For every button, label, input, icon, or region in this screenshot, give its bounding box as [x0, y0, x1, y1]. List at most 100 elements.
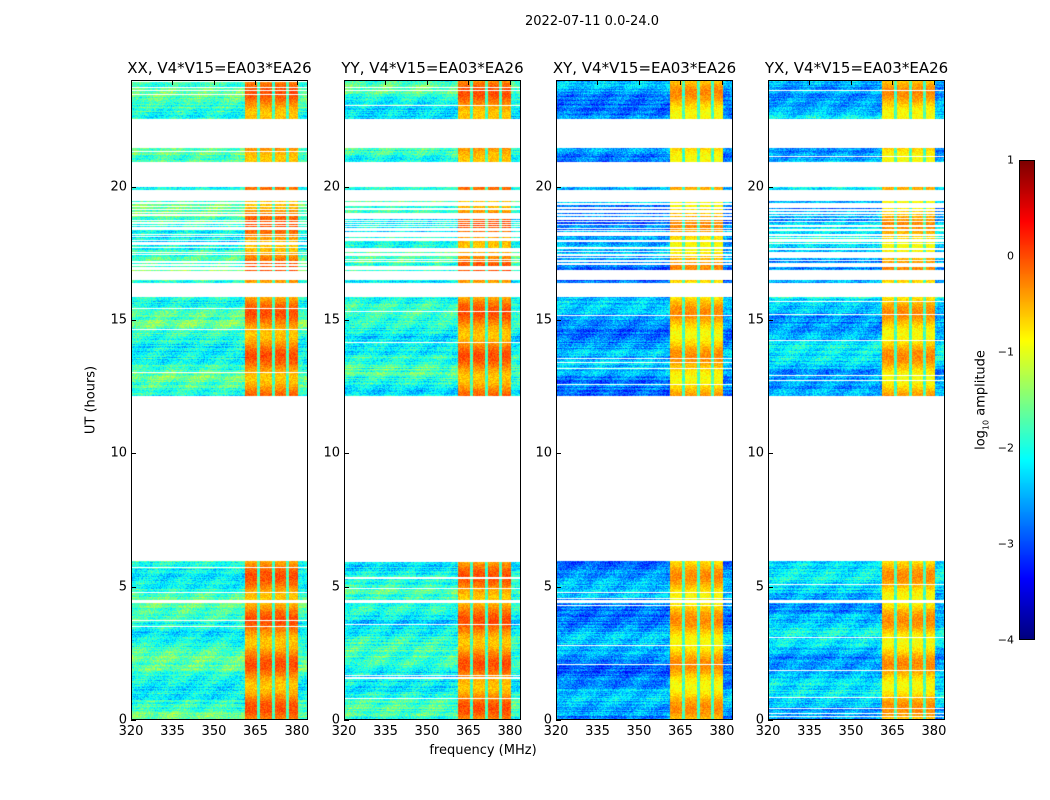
- x-tick: [426, 80, 428, 85]
- y-tick: [768, 320, 773, 321]
- y-tick-label: 20: [323, 179, 340, 195]
- y-tick: [344, 320, 349, 321]
- x-tick-label: 380: [709, 724, 735, 739]
- colorbar-tick-label: 0: [1007, 249, 1014, 263]
- x-tick: [850, 80, 852, 85]
- y-tick-label: 0: [118, 712, 127, 728]
- y-tick: [556, 720, 561, 721]
- y-tick: [556, 453, 561, 455]
- x-tick: [213, 80, 215, 85]
- panel-title: YY, V4*V15=EA03*EA26: [341, 59, 524, 77]
- x-tick: [933, 80, 935, 85]
- y-tick-label: 15: [535, 312, 552, 328]
- colorbar-tick-label: −2: [997, 441, 1014, 455]
- x-tick: [638, 80, 640, 85]
- x-tick: [680, 80, 682, 85]
- y-axis-label: UT (hours): [83, 365, 99, 435]
- y-tick: [344, 186, 349, 188]
- colorbar-tick-label: −1: [997, 345, 1014, 359]
- x-tick: [296, 80, 298, 85]
- waterfall-panel: [131, 80, 308, 720]
- x-tick-label: 350: [838, 724, 864, 739]
- y-tick: [556, 186, 561, 188]
- y-tick-label: 20: [110, 179, 127, 195]
- colorbar-tick-label: −3: [997, 537, 1014, 551]
- x-tick: [385, 80, 387, 85]
- x-tick: [172, 80, 174, 85]
- figure-title: 2022-07-11 0.0-24.0: [525, 14, 659, 29]
- x-tick: [509, 80, 511, 85]
- x-tick: [255, 80, 257, 85]
- x-tick: [721, 80, 723, 85]
- waterfall-image: [132, 81, 307, 719]
- y-tick-label: 15: [110, 312, 127, 328]
- colorbar-tick-label: −4: [997, 633, 1014, 647]
- y-tick: [768, 586, 773, 588]
- x-tick: [468, 80, 470, 85]
- x-tick: [597, 80, 599, 85]
- x-tick-label: 350: [626, 724, 652, 739]
- x-tick-label: 335: [797, 724, 822, 739]
- y-tick-label: 10: [535, 445, 552, 461]
- x-tick-label: 320: [755, 724, 781, 739]
- colorbar-tick-label: 1: [1007, 153, 1014, 167]
- colorbar-label-main: log: [973, 430, 989, 450]
- colorbar-label-sub: 10: [981, 419, 991, 431]
- y-tick: [344, 586, 349, 588]
- y-tick-label: 10: [747, 445, 764, 461]
- y-tick-label: 5: [543, 579, 552, 595]
- x-tick-label: 335: [160, 724, 185, 739]
- x-tick-label: 320: [118, 724, 144, 739]
- y-tick: [768, 186, 773, 188]
- y-tick: [768, 720, 773, 721]
- x-tick-label: 365: [456, 724, 481, 739]
- panel-title: XX, V4*V15=EA03*EA26: [127, 59, 312, 77]
- y-tick-label: 0: [331, 712, 340, 728]
- y-tick: [344, 720, 349, 721]
- colorbar-label-rest: amplitude: [973, 350, 989, 420]
- x-tick-label: 380: [497, 724, 523, 739]
- x-tick-label: 365: [243, 724, 268, 739]
- y-tick: [131, 320, 136, 321]
- y-tick-label: 5: [118, 579, 127, 595]
- y-tick-label: 15: [747, 312, 764, 328]
- waterfall-image: [769, 81, 944, 719]
- x-tick-label: 365: [668, 724, 693, 739]
- panel-title: XY, V4*V15=EA03*EA26: [552, 59, 737, 77]
- waterfall-panel: [556, 80, 733, 720]
- x-axis-label: frequency (MHz): [429, 743, 537, 758]
- x-tick: [768, 80, 769, 85]
- y-tick: [131, 453, 136, 455]
- y-tick: [556, 320, 561, 321]
- x-tick-label: 380: [921, 724, 947, 739]
- y-tick: [344, 453, 349, 455]
- y-tick-label: 10: [110, 445, 127, 461]
- colorbar-gradient: [1020, 161, 1034, 639]
- y-tick: [768, 453, 773, 455]
- panel-title: YX, V4*V15=EA03*EA26: [764, 59, 949, 77]
- x-tick-label: 320: [543, 724, 569, 739]
- x-tick-label: 350: [414, 724, 440, 739]
- y-tick-label: 0: [543, 712, 552, 728]
- y-tick-label: 15: [323, 312, 340, 328]
- x-tick-label: 320: [331, 724, 357, 739]
- y-tick: [556, 586, 561, 588]
- x-tick-label: 335: [585, 724, 610, 739]
- x-tick: [809, 80, 811, 85]
- y-tick-label: 0: [755, 712, 764, 728]
- y-tick-label: 20: [747, 179, 764, 195]
- x-tick-label: 350: [201, 724, 227, 739]
- x-tick: [344, 80, 345, 85]
- waterfall-image: [345, 81, 520, 719]
- y-tick: [131, 186, 136, 188]
- waterfall-image: [557, 81, 732, 719]
- y-tick-label: 5: [331, 579, 340, 595]
- x-tick: [892, 80, 894, 85]
- colorbar: [1019, 160, 1035, 640]
- x-tick-label: 335: [373, 724, 398, 739]
- x-tick-label: 380: [284, 724, 310, 739]
- y-tick-label: 20: [535, 179, 552, 195]
- y-tick-label: 10: [323, 445, 340, 461]
- colorbar-label: log10 amplitude: [974, 350, 991, 450]
